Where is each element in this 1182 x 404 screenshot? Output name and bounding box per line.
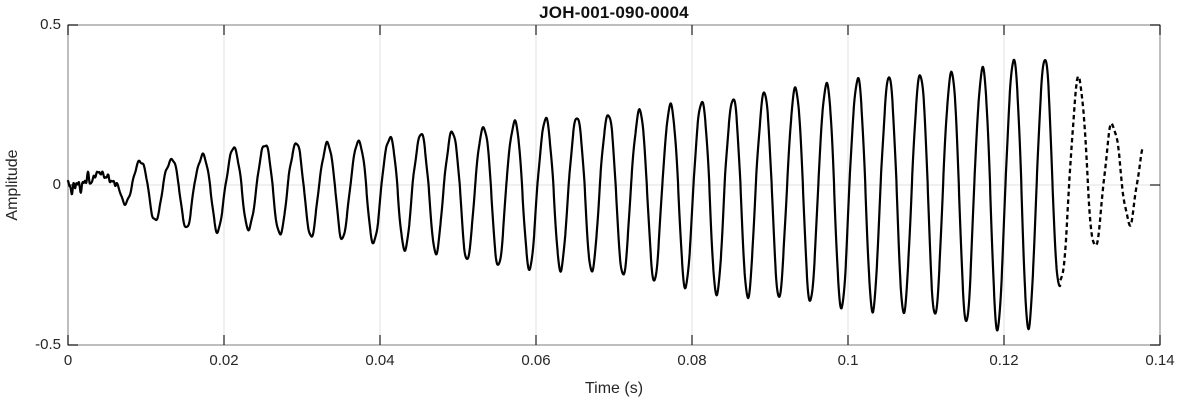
y-tick-labels: -0.5 0 0.5 [0,0,61,404]
y-tick-label: 0.5 [40,16,61,33]
waveform-tail-path [1059,75,1145,281]
x-tick-label: 0.04 [365,352,395,369]
x-tick-label: 0.14 [1145,352,1175,369]
x-tick-label: 0.02 [209,352,239,369]
x-axis-label: Time (s) [584,380,644,397]
x-tick-label: 0.06 [521,352,551,369]
x-tick-label: 0 [63,352,73,369]
y-tick-label: -0.5 [35,336,61,353]
x-tick-label: 0.12 [989,352,1019,369]
y-tick-label: 0 [52,176,61,193]
x-tick-labels: 0 0.02 0.04 0.06 0.08 0.1 0.12 0.14 [0,352,1182,372]
chart-title: JOH-001-090-0004 [539,3,689,22]
waveform-path [66,58,1062,332]
x-tick-label: 0.08 [677,352,707,369]
x-tick-label: 0.1 [837,352,859,369]
